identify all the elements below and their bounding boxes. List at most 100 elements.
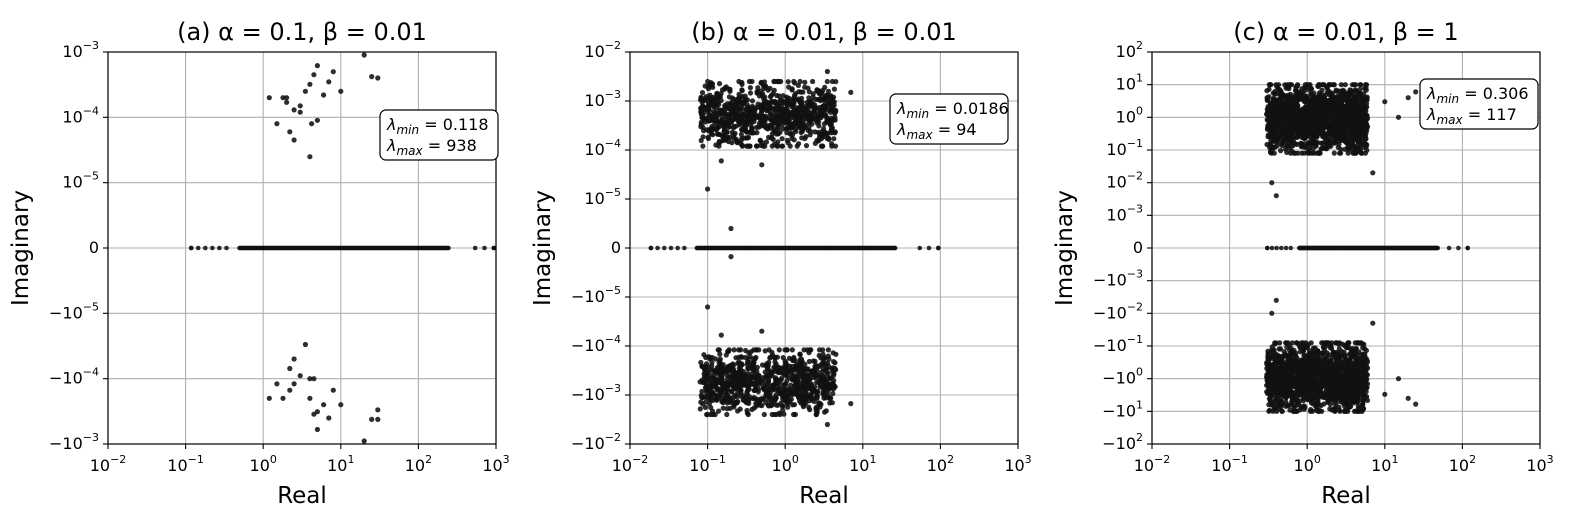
data-point	[266, 395, 272, 401]
data-point	[662, 245, 667, 251]
data-point	[1319, 145, 1325, 151]
data-point	[772, 98, 778, 104]
data-point	[698, 359, 704, 366]
data-point	[817, 90, 823, 96]
data-point	[792, 411, 799, 418]
data-point	[795, 82, 802, 88]
data-point	[739, 378, 745, 384]
data-point	[1341, 106, 1347, 112]
data-point	[1361, 118, 1367, 124]
data-point	[1349, 111, 1355, 117]
data-point	[810, 78, 816, 85]
data-point	[1265, 112, 1271, 118]
data-point	[311, 411, 317, 417]
data-point	[729, 400, 735, 406]
data-point	[789, 87, 795, 93]
data-point	[723, 123, 729, 129]
data-point	[824, 131, 831, 137]
data-point	[806, 404, 812, 410]
data-point	[716, 101, 722, 108]
data-point	[802, 398, 808, 404]
data-point	[1315, 128, 1321, 134]
data-point	[750, 356, 757, 362]
data-point	[754, 368, 760, 374]
data-point	[761, 411, 767, 418]
data-point	[311, 376, 317, 382]
data-point	[675, 245, 680, 251]
data-point	[775, 121, 781, 127]
data-point	[812, 358, 818, 364]
data-point	[1332, 101, 1338, 107]
y-tick-label: −10−3	[49, 431, 99, 453]
data-point	[710, 84, 716, 90]
data-point	[709, 123, 715, 129]
data-point	[284, 95, 290, 101]
data-point	[326, 415, 332, 421]
data-point	[698, 95, 704, 101]
data-point	[713, 368, 719, 374]
data-point	[1285, 117, 1291, 123]
data-point	[721, 119, 727, 125]
data-point	[770, 395, 776, 401]
data-point	[727, 405, 733, 411]
data-point	[1308, 120, 1314, 126]
data-point	[203, 245, 208, 251]
data-point	[813, 405, 819, 411]
data-point	[767, 94, 774, 100]
data-point	[1276, 112, 1282, 118]
data-point	[1362, 85, 1368, 91]
data-point	[832, 360, 838, 366]
data-point	[789, 104, 795, 110]
data-point	[1324, 89, 1330, 95]
data-point	[210, 245, 215, 251]
data-point	[832, 143, 839, 149]
data-point	[789, 386, 796, 392]
data-point	[776, 93, 782, 99]
data-point	[1298, 114, 1304, 120]
data-point	[792, 126, 798, 133]
data-point	[721, 107, 727, 113]
data-point	[778, 78, 784, 85]
data-point	[1271, 138, 1277, 144]
data-point	[777, 112, 783, 118]
data-point	[732, 130, 738, 136]
x-axis-label: Real	[799, 483, 849, 509]
data-point	[712, 411, 718, 418]
data-point	[814, 393, 821, 399]
data-point	[287, 387, 293, 393]
data-point	[824, 115, 830, 121]
data-point	[801, 108, 807, 114]
data-point	[369, 74, 375, 80]
data-point	[361, 438, 367, 444]
data-point	[709, 363, 715, 369]
data-point	[1318, 98, 1324, 104]
data-point	[1465, 245, 1470, 251]
data-point	[743, 123, 749, 129]
data-point	[1300, 107, 1306, 114]
data-point	[820, 389, 826, 395]
data-point	[795, 377, 801, 383]
data-point	[739, 354, 745, 360]
data-point	[802, 79, 808, 85]
data-point	[917, 245, 922, 251]
data-point	[1362, 150, 1368, 156]
data-point	[730, 116, 736, 123]
data-point	[788, 366, 794, 373]
data-point	[369, 416, 375, 422]
data-point	[725, 364, 731, 370]
data-point	[482, 245, 487, 251]
data-point	[697, 379, 703, 385]
data-point	[733, 105, 739, 111]
data-point	[1312, 134, 1318, 140]
data-point	[754, 143, 760, 149]
data-point	[831, 136, 837, 142]
data-point	[1350, 135, 1356, 141]
data-point	[761, 85, 767, 92]
data-point	[1353, 88, 1359, 94]
data-point	[330, 69, 336, 75]
data-point	[759, 362, 766, 368]
data-point	[892, 245, 898, 251]
data-point	[746, 78, 753, 85]
